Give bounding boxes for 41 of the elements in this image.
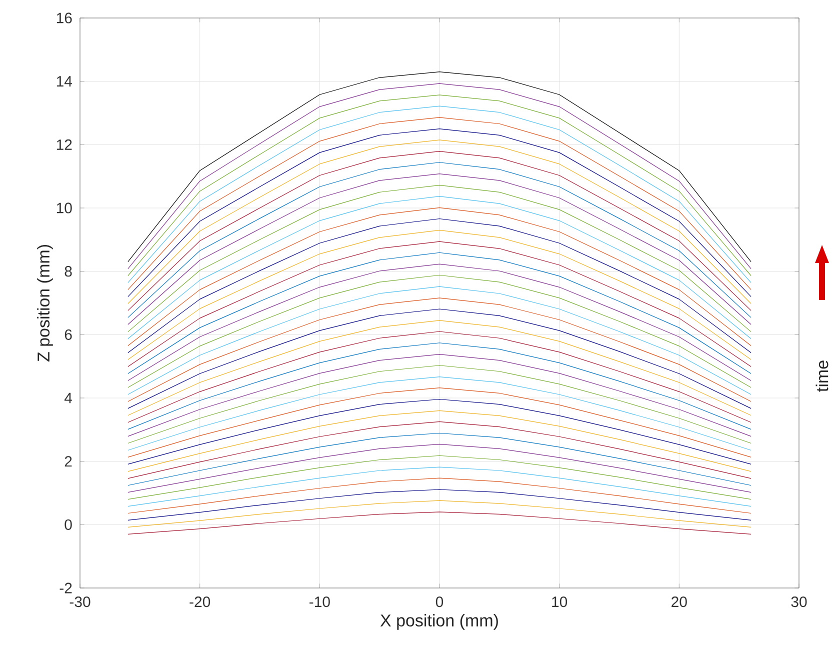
x-tick-label: -30 bbox=[70, 596, 90, 608]
line-series bbox=[128, 489, 752, 521]
y-tick-label: 4 bbox=[64, 392, 72, 404]
line-series bbox=[128, 331, 752, 423]
line-series bbox=[128, 388, 752, 458]
line-series bbox=[128, 478, 752, 514]
line-series bbox=[128, 365, 752, 444]
line-series bbox=[128, 398, 752, 464]
line-series bbox=[128, 512, 752, 534]
line-series bbox=[128, 354, 752, 437]
line-series bbox=[128, 342, 752, 430]
y-tick-label: 14 bbox=[56, 76, 72, 86]
line-series bbox=[128, 500, 752, 528]
text: time bbox=[816, 360, 828, 392]
line-series bbox=[128, 466, 752, 507]
line-series bbox=[128, 298, 752, 402]
line-series bbox=[128, 376, 752, 451]
line-series bbox=[128, 421, 752, 479]
x-axis-title: X position (mm) bbox=[380, 614, 498, 630]
x-tick-label: 20 bbox=[672, 596, 687, 608]
y-tick-label: 16 bbox=[56, 12, 72, 24]
x-tick-label: 30 bbox=[791, 596, 807, 608]
x-tick-label: 0 bbox=[436, 596, 444, 608]
y-tick-label: 0 bbox=[64, 519, 72, 530]
y-tick-label: -2 bbox=[60, 582, 72, 594]
line-series bbox=[128, 444, 752, 493]
y-tick-label: 12 bbox=[56, 139, 72, 150]
line-series bbox=[128, 320, 752, 416]
line-series bbox=[128, 286, 752, 395]
line-series bbox=[128, 455, 752, 500]
line-series bbox=[128, 410, 752, 472]
line-series bbox=[128, 308, 752, 409]
y-tick-label: 6 bbox=[64, 329, 72, 340]
x-tick-label: -20 bbox=[190, 596, 210, 608]
y-tick-label: 2 bbox=[64, 456, 72, 467]
y-tick-label: 8 bbox=[64, 266, 72, 277]
x-tick-label: 10 bbox=[552, 596, 568, 608]
y-tick-label: 10 bbox=[56, 202, 72, 214]
y-axis-title: Z position (mm) bbox=[37, 245, 53, 362]
line-series bbox=[128, 432, 752, 486]
x-tick-label: -10 bbox=[309, 596, 330, 608]
